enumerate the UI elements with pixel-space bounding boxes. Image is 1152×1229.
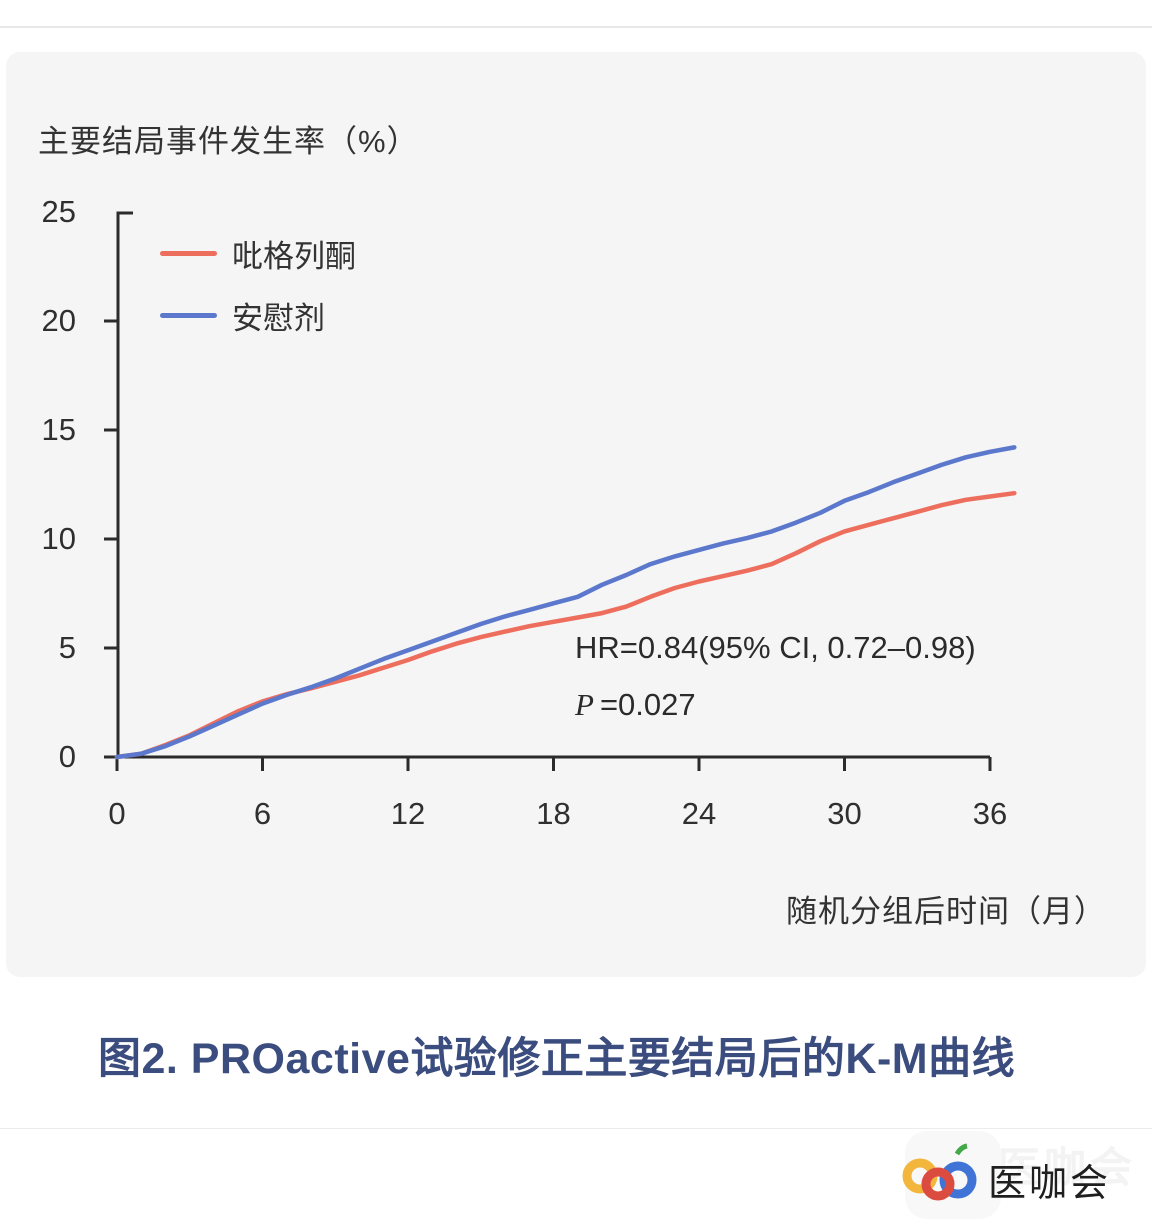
chart-title: 主要结局事件发生率（%） — [38, 124, 419, 159]
y-tick-label: 15 — [41, 412, 76, 447]
top-divider — [0, 26, 1152, 28]
legend-item-placebo: 安慰剂 — [160, 284, 356, 346]
p-value-symbol: P — [575, 687, 594, 722]
brand-name: 医咖会 — [988, 1163, 1112, 1205]
x-tick-label: 0 — [108, 796, 126, 831]
y-tick-label: 5 — [58, 630, 76, 665]
x-tick-label: 6 — [253, 796, 272, 831]
legend-label-placebo: 安慰剂 — [232, 300, 325, 336]
x-tick-label: 18 — [536, 796, 571, 831]
brand-watermark-shape — [905, 1131, 1001, 1219]
hr-annotation: HR=0.84(95% CI, 0.72–0.98) P =0.027 — [575, 630, 976, 723]
brand-watermark-text: 医咖会 — [998, 1144, 1137, 1191]
yikahui-logo-icon — [902, 1143, 977, 1201]
y-tick-label: 0 — [58, 739, 76, 774]
y-tick-label: 10 — [41, 521, 76, 556]
y-tick-label: 20 — [41, 303, 76, 338]
placebo-line-swatch — [160, 312, 217, 318]
legend-item-pioglitazone: 吡格列酮 — [160, 222, 356, 284]
chart-panel — [6, 52, 1146, 977]
figure-caption: 图2. PROactive试验修正主要结局后的K-M曲线 — [98, 1035, 1016, 1083]
legend-label-pioglitazone: 吡格列酮 — [232, 238, 356, 274]
chart-legend: 吡格列酮 安慰剂 — [160, 222, 356, 346]
y-tick-label: 25 — [41, 194, 76, 229]
hr-annotation-line2: P =0.027 — [575, 687, 976, 723]
x-tick-label: 36 — [972, 796, 1008, 831]
p-value-text: =0.027 — [599, 687, 696, 722]
x-tick-label: 30 — [827, 796, 862, 831]
pioglitazone-line-swatch — [160, 250, 217, 256]
hr-annotation-line1: HR=0.84(95% CI, 0.72–0.98) — [575, 630, 976, 665]
x-tick-label: 12 — [390, 796, 426, 831]
x-tick-label: 24 — [681, 796, 717, 831]
series-line-安慰剂 — [114, 445, 1017, 760]
x-axis-label: 随机分组后时间（月） — [786, 894, 1106, 929]
footer-divider — [0, 1128, 1152, 1129]
